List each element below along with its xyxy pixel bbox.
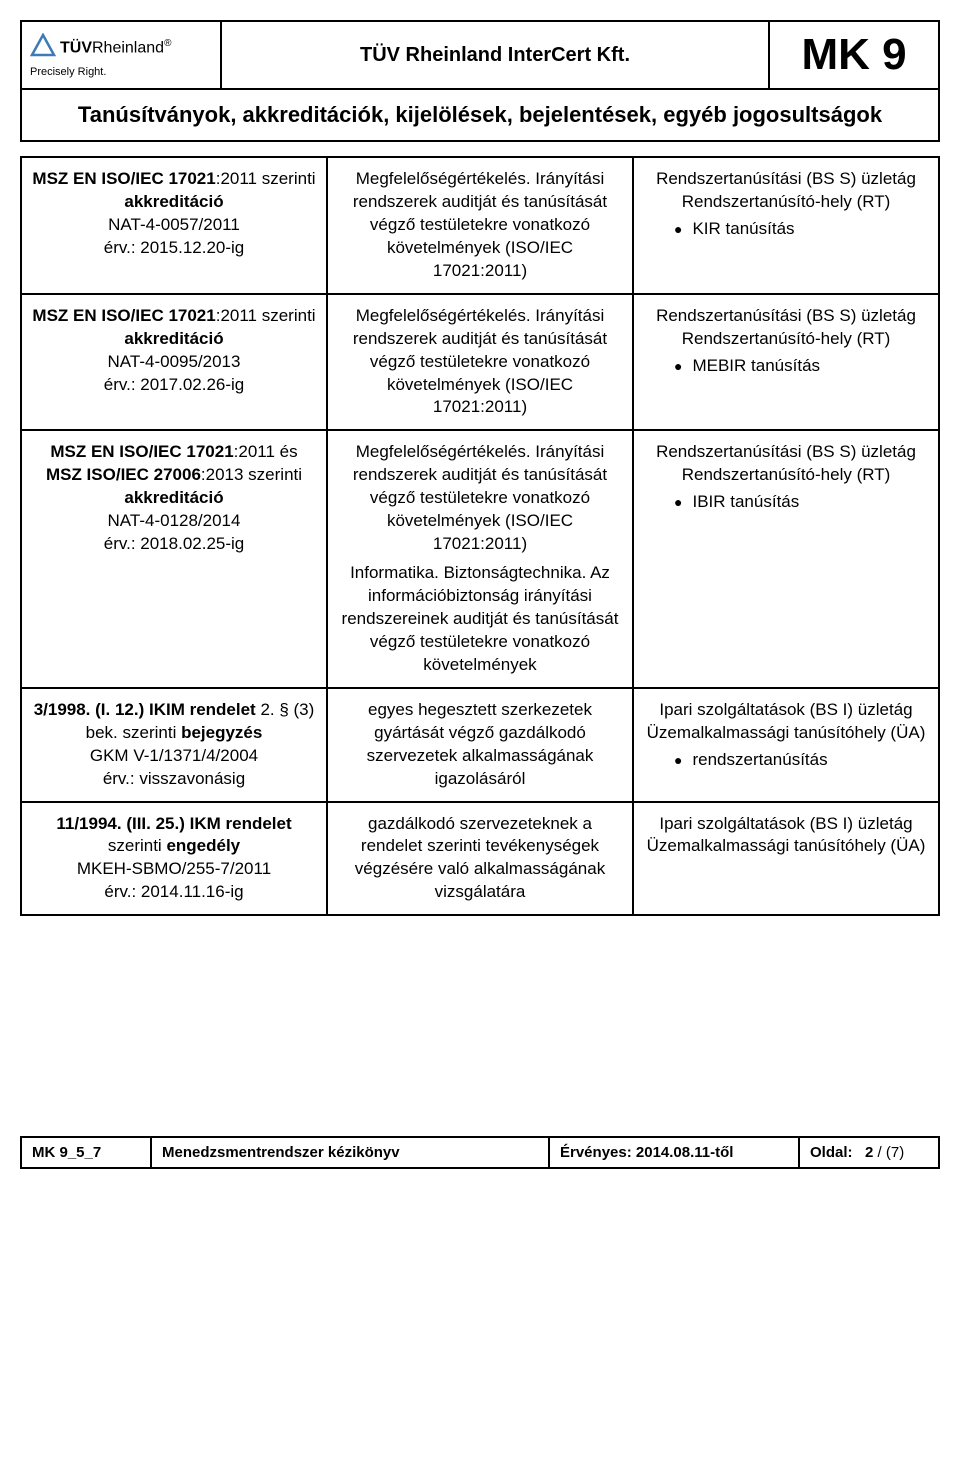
nat-number: NAT-4-0095/2013 <box>32 351 316 374</box>
cell-desc: Megfelelőségértékelés. Irányítási rendsz… <box>327 157 633 294</box>
header-table: TÜVRheinland® Precisely Right. TÜV Rhein… <box>20 20 940 142</box>
bullet-text: IBIR tanúsítás <box>692 491 799 514</box>
cell-accreditation: MSZ EN ISO/IEC 17021:2011 és MSZ ISO/IEC… <box>21 430 327 687</box>
validity: érv.: 2018.02.25-ig <box>32 533 316 556</box>
std-text: :2011 szerinti <box>216 169 316 188</box>
table-row: MSZ EN ISO/IEC 17021:2011 és MSZ ISO/IEC… <box>21 430 939 687</box>
table-row: 11/1994. (III. 25.) IKM rendelet szerint… <box>21 802 939 916</box>
std-text2: :2013 szerinti <box>201 465 302 484</box>
logo-tagline: Precisely Right. <box>30 66 212 78</box>
scope-line2: Rendszertanúsító-hely (RT) <box>644 464 928 487</box>
table-row: MSZ EN ISO/IEC 17021:2011 szerinti akkre… <box>21 157 939 294</box>
bullet-icon: ● <box>674 220 682 239</box>
cell-scope: Rendszertanúsítási (BS S) üzletág Rendsz… <box>633 430 939 687</box>
std-name2: MSZ ISO/IEC 27006 <box>46 465 201 484</box>
table-row: MSZ EN ISO/IEC 17021:2011 szerinti akkre… <box>21 294 939 431</box>
logo-brand-bold: TÜV <box>60 40 92 57</box>
bullet-text: KIR tanúsítás <box>692 218 794 241</box>
std-accr: engedély <box>166 836 240 855</box>
scope-line1: Rendszertanúsítási (BS S) üzletág <box>644 441 928 464</box>
validity: érv.: 2014.11.16-ig <box>32 881 316 904</box>
cell-scope: Ipari szolgáltatások (BS I) üzletág Üzem… <box>633 802 939 916</box>
bullet-text: MEBIR tanúsítás <box>692 355 820 378</box>
scope-line2: Rendszertanúsító-hely (RT) <box>644 191 928 214</box>
footer-valid: Érvényes: 2014.08.11-től <box>549 1137 799 1168</box>
footer-table: MK 9_5_7 Menedzsmentrendszer kézikönyv É… <box>20 1136 940 1169</box>
cell-accreditation: 3/1998. (I. 12.) IKIM rendelet 2. § (3) … <box>21 688 327 802</box>
std-name: 11/1994. (III. 25.) IKM rendelet <box>56 814 291 833</box>
company-title: TÜV Rheinland InterCert Kft. <box>221 21 769 89</box>
nat-number: NAT-4-0057/2011 <box>32 214 316 237</box>
scope-line1: Rendszertanúsítási (BS S) üzletág <box>644 168 928 191</box>
std-text: :2011 és <box>234 442 298 461</box>
cell-scope: Ipari szolgáltatások (BS I) üzletág Üzem… <box>633 688 939 802</box>
validity: érv.: 2017.02.26-ig <box>32 374 316 397</box>
scope-line2: Üzemalkalmassági tanúsítóhely (ÜA) <box>644 835 928 858</box>
std-accr: akkreditáció <box>124 329 223 348</box>
std-accr: bejegyzés <box>181 723 262 742</box>
scope-line1: Ipari szolgáltatások (BS I) üzletág <box>644 699 928 722</box>
bullet-text: rendszertanúsítás <box>692 749 827 772</box>
bullet-icon: ● <box>674 493 682 512</box>
logo-brand-rest: Rheinland <box>92 40 164 57</box>
cell-desc: gazdálkodó szervezeteknek a rendelet sze… <box>327 802 633 916</box>
cell-accreditation: MSZ EN ISO/IEC 17021:2011 szerinti akkre… <box>21 157 327 294</box>
cell-desc: Megfelelőségértékelés. Irányítási rendsz… <box>327 294 633 431</box>
bullet-icon: ● <box>674 357 682 376</box>
logo-registered: ® <box>164 38 171 49</box>
std-name: MSZ EN ISO/IEC 17021 <box>32 306 215 325</box>
footer-code: MK 9_5_7 <box>21 1137 151 1168</box>
tuv-logo-icon <box>30 33 56 64</box>
cell-desc: egyes hegesztett szerkezetek gyártását v… <box>327 688 633 802</box>
desc-p2: Informatika. Biztonságtechnika. Az infor… <box>338 562 622 677</box>
footer-manual: Menedzsmentrendszer kézikönyv <box>151 1137 549 1168</box>
cell-desc: Megfelelőségértékelés. Irányítási rendsz… <box>327 430 633 687</box>
nat-number: NAT-4-0128/2014 <box>32 510 316 533</box>
footer-page: Oldal: 2 / (7) <box>799 1137 939 1168</box>
scope-line2: Üzemalkalmassági tanúsítóhely (ÜA) <box>644 722 928 745</box>
cell-accreditation: 11/1994. (III. 25.) IKM rendelet szerint… <box>21 802 327 916</box>
desc-p1: Megfelelőségértékelés. Irányítási rendsz… <box>338 441 622 556</box>
scope-bullet: ● KIR tanúsítás <box>644 218 928 241</box>
nat-number: MKEH-SBMO/255-7/2011 <box>32 858 316 881</box>
scope-line1: Ipari szolgáltatások (BS I) üzletág <box>644 813 928 836</box>
logo-brand: TÜVRheinland® <box>60 38 171 57</box>
cell-scope: Rendszertanúsítási (BS S) üzletág Rendsz… <box>633 294 939 431</box>
std-name: 3/1998. (I. 12.) IKIM rendelet <box>34 700 256 719</box>
validity: érv.: 2015.12.20-ig <box>32 237 316 260</box>
table-row: 3/1998. (I. 12.) IKIM rendelet 2. § (3) … <box>21 688 939 802</box>
document-code: MK 9 <box>769 21 939 89</box>
scope-bullet: ● rendszertanúsítás <box>644 749 928 772</box>
std-name: MSZ EN ISO/IEC 17021 <box>32 169 215 188</box>
cell-accreditation: MSZ EN ISO/IEC 17021:2011 szerinti akkre… <box>21 294 327 431</box>
cell-scope: Rendszertanúsítási (BS S) üzletág Rendsz… <box>633 157 939 294</box>
nat-number: GKM V-1/1371/4/2004 <box>32 745 316 768</box>
page-label: Oldal: <box>810 1144 853 1161</box>
logo-cell: TÜVRheinland® Precisely Right. <box>21 21 221 89</box>
validity: érv.: visszavonásig <box>32 768 316 791</box>
scope-line2: Rendszertanúsító-hely (RT) <box>644 328 928 351</box>
scope-bullet: ● MEBIR tanúsítás <box>644 355 928 378</box>
scope-line1: Rendszertanúsítási (BS S) üzletág <box>644 305 928 328</box>
document-title: Tanúsítványok, akkreditációk, kijelölése… <box>21 89 939 141</box>
std-accr: akkreditáció <box>124 488 223 507</box>
std-text: szerinti <box>108 836 167 855</box>
main-table: MSZ EN ISO/IEC 17021:2011 szerinti akkre… <box>20 156 940 916</box>
page-total: / (7) <box>873 1144 904 1161</box>
bullet-icon: ● <box>674 751 682 770</box>
scope-bullet: ● IBIR tanúsítás <box>644 491 928 514</box>
std-accr: akkreditáció <box>124 192 223 211</box>
std-text: :2011 szerinti <box>216 306 316 325</box>
std-name: MSZ EN ISO/IEC 17021 <box>50 442 233 461</box>
